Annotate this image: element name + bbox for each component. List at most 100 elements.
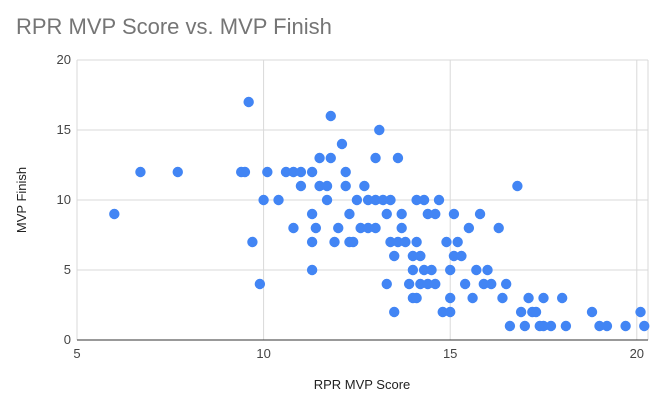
data-point — [325, 152, 336, 164]
data-point — [306, 166, 318, 178]
data-point — [389, 250, 400, 262]
data-point — [459, 278, 471, 290]
y-gridlines — [77, 59, 648, 271]
data-point — [448, 208, 460, 220]
data-point — [344, 208, 355, 220]
data-point — [385, 236, 396, 248]
data-point — [385, 194, 396, 206]
data-point — [594, 320, 605, 332]
data-point — [482, 264, 493, 276]
data-point — [370, 194, 381, 206]
data-point — [273, 194, 284, 206]
data-point — [456, 250, 467, 262]
data-point — [430, 278, 441, 290]
data-point — [493, 222, 504, 234]
y-tick-labels: 0 5 10 15 20 — [57, 52, 71, 347]
x-tick-label: 5 — [73, 346, 80, 361]
data-point — [523, 292, 534, 304]
data-point — [258, 194, 269, 206]
data-point — [239, 166, 251, 178]
data-point — [463, 222, 475, 234]
data-point — [321, 180, 333, 192]
data-point — [422, 208, 434, 220]
y-tick-label: 5 — [64, 262, 71, 277]
data-point — [254, 278, 266, 290]
data-point — [418, 264, 430, 276]
x-tick-labels: 5 10 15 20 — [73, 346, 644, 361]
data-point — [530, 306, 542, 318]
data-point — [445, 306, 456, 318]
data-point — [351, 194, 363, 206]
data-point — [306, 208, 318, 220]
data-point — [374, 124, 385, 136]
data-point — [601, 320, 613, 332]
data-point — [340, 166, 351, 178]
x-tick-label: 20 — [630, 346, 644, 361]
data-point — [407, 264, 419, 276]
data-point — [504, 320, 516, 332]
data-point — [422, 278, 434, 290]
data-point — [329, 236, 340, 248]
data-point — [355, 222, 366, 234]
data-point — [538, 292, 549, 304]
data-point — [635, 306, 646, 318]
data-point — [403, 278, 415, 290]
data-point — [426, 264, 437, 276]
data-point — [295, 180, 307, 192]
x-tick-label: 10 — [256, 346, 270, 361]
data-point — [377, 194, 389, 206]
data-point — [172, 166, 183, 178]
data-point — [333, 222, 344, 234]
data-point — [448, 250, 460, 262]
data-point — [321, 194, 333, 206]
data-point — [288, 166, 299, 178]
data-point — [389, 306, 400, 318]
data-point — [452, 236, 463, 248]
y-tick-label: 15 — [57, 122, 71, 137]
data-point — [486, 278, 497, 290]
y-tick-label: 20 — [57, 52, 71, 67]
data-point — [310, 222, 322, 234]
data-point — [135, 166, 146, 178]
x-axis-label: RPR MVP Score — [314, 377, 411, 392]
data-point — [295, 166, 307, 178]
data-point — [243, 96, 254, 108]
y-tick-label: 0 — [64, 332, 71, 347]
data-point — [288, 222, 299, 234]
data-point — [560, 320, 572, 332]
data-point — [109, 208, 120, 220]
data-point — [400, 236, 411, 248]
data-point — [280, 166, 292, 178]
data-point — [620, 320, 631, 332]
data-point — [411, 236, 422, 248]
data-point — [396, 222, 407, 234]
y-axis-label: MVP Finish — [14, 167, 29, 233]
data-point — [314, 180, 325, 192]
data-point — [538, 320, 549, 332]
data-point — [362, 222, 374, 234]
data-point — [639, 320, 650, 332]
data-point — [362, 194, 374, 206]
data-point — [381, 278, 392, 290]
data-point — [418, 194, 430, 206]
chart-title: RPR MVP Score vs. MVP Finish — [16, 14, 332, 39]
data-point — [497, 292, 508, 304]
x-tick-label: 15 — [443, 346, 457, 361]
data-point — [556, 292, 568, 304]
data-point — [262, 166, 273, 178]
data-point — [325, 110, 336, 122]
data-point — [467, 292, 478, 304]
data-point — [340, 180, 351, 192]
data-point — [500, 278, 512, 290]
data-point — [545, 320, 557, 332]
data-point — [512, 180, 523, 192]
data-point — [381, 208, 392, 220]
data-points — [109, 96, 650, 332]
data-point — [441, 236, 452, 248]
data-point — [392, 152, 404, 164]
data-point — [478, 278, 489, 290]
data-point — [247, 236, 258, 248]
data-point — [430, 208, 441, 220]
data-point — [411, 194, 422, 206]
